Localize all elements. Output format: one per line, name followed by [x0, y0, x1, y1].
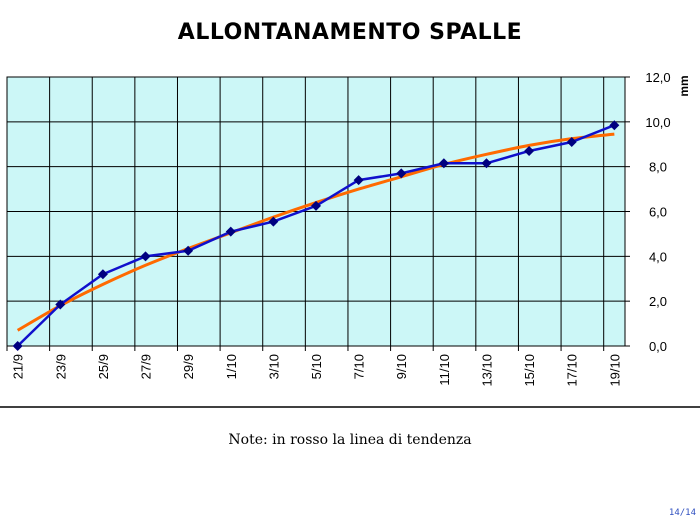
data-point-marker: [396, 168, 407, 179]
data-point-marker: [438, 158, 449, 169]
x-tick-label: 23/9: [53, 354, 68, 379]
data-point-marker: [225, 226, 236, 237]
data-point-marker: [12, 341, 23, 351]
data-point-marker: [140, 251, 151, 262]
y-tick-label: 8,0: [649, 160, 667, 175]
y-axis-label: mm: [677, 75, 691, 96]
x-tick-label: 15/10: [522, 354, 537, 387]
data-point-marker: [481, 158, 492, 169]
x-tick-label: 9/10: [394, 354, 409, 379]
y-tick-label: 10,0: [645, 115, 670, 130]
x-tick-label: 21/9: [11, 354, 26, 379]
trend-note: Note: in rosso la linea di tendenza: [228, 432, 472, 448]
data-point-marker: [609, 120, 620, 131]
data-point-marker: [353, 175, 364, 186]
x-tick-label: 5/10: [309, 354, 324, 379]
y-tick-label: 4,0: [649, 249, 667, 264]
data-point-marker: [55, 299, 66, 310]
y-tick-label: 12,0: [645, 70, 670, 85]
x-tick-label: 1/10: [224, 354, 239, 379]
data-point-marker: [183, 245, 194, 256]
y-tick-label: 0,0: [649, 339, 667, 354]
y-axis-ticks: 0,0 2,0 4,0 6,0 8,0 10,0 12,0: [645, 70, 670, 354]
data-point-marker: [524, 145, 535, 156]
x-tick-label: 7/10: [352, 354, 367, 379]
x-tick-label: 27/9: [139, 354, 154, 379]
chart-title: ALLONTANAMENTO SPALLE: [177, 20, 523, 45]
x-tick-label: 11/10: [437, 354, 452, 386]
data-point-marker: [566, 137, 577, 148]
y-tick-label: 2,0: [649, 294, 667, 309]
x-tick-label: 19/10: [607, 354, 622, 387]
page-number: 14/14: [668, 508, 696, 518]
x-tick-label: 13/10: [479, 354, 494, 387]
data-series: [12, 120, 620, 351]
x-tick-label: 17/10: [565, 354, 580, 387]
x-tick-label: 25/9: [96, 354, 111, 379]
data-point-marker: [97, 269, 108, 280]
y-tick-label: 6,0: [649, 205, 667, 220]
x-tick-label: 3/10: [266, 354, 281, 379]
grid: [6, 76, 630, 351]
x-axis-ticks: 21/9 23/9 25/9 27/9 29/9 1/10 3/10 5/10 7/10 9/10…: [11, 354, 623, 387]
data-point-marker: [311, 200, 321, 211]
data-point-marker: [268, 216, 279, 227]
x-tick-label: 29/9: [181, 354, 196, 379]
